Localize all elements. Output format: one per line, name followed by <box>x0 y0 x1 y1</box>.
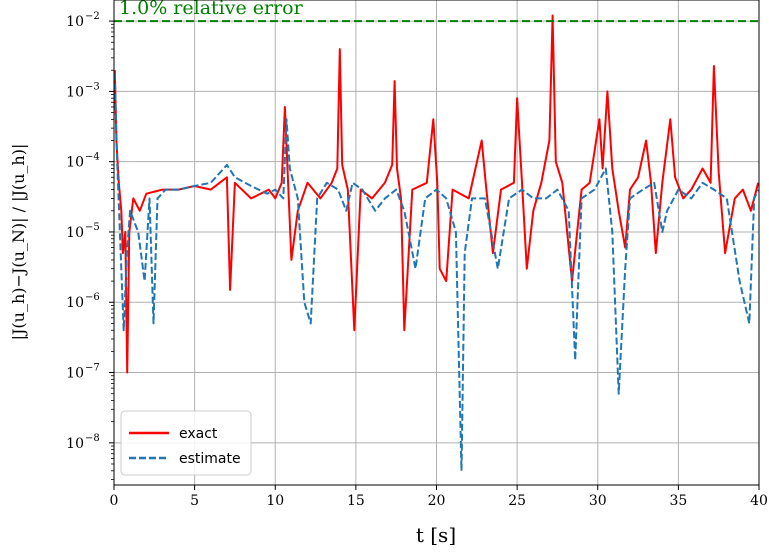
y-tick-label: 10 <box>66 295 84 311</box>
y-tick-exponent: −7 <box>85 363 100 374</box>
x-tick-label: 5 <box>190 493 199 509</box>
threshold-label: 1.0% relative error <box>119 0 304 19</box>
x-tick-label: 10 <box>266 493 284 509</box>
x-tick-label: 20 <box>428 493 446 509</box>
x-tick-label: 35 <box>669 493 687 509</box>
y-tick-label: 10 <box>66 84 84 100</box>
y-tick-label: 10 <box>66 155 84 171</box>
y-tick-exponent: −8 <box>85 433 100 444</box>
threshold-annotation: 1.0% relative error <box>114 0 759 23</box>
legend: exact estimate <box>120 410 252 476</box>
series-estimate-line <box>114 73 759 472</box>
y-tick-exponent: −4 <box>85 152 100 163</box>
y-axis-label: |J(u_h)−J(u_N)| / |J(u_h)| <box>9 144 28 341</box>
y-tick-exponent: −2 <box>85 11 100 22</box>
y-tick-exponent: −6 <box>85 292 100 303</box>
x-tick-label: 30 <box>589 493 607 509</box>
y-tick-label: 10 <box>66 436 84 452</box>
x-tick-label: 15 <box>347 493 365 509</box>
y-tick-label: 10 <box>66 225 84 241</box>
y-tick-exponent: −3 <box>85 81 100 92</box>
y-tick-exponent: −5 <box>85 222 100 233</box>
y-tick-label: 10 <box>66 366 84 382</box>
legend-label-estimate: estimate <box>179 451 241 467</box>
x-axis-label: t [s] <box>416 523 456 547</box>
x-tick-label: 25 <box>508 493 526 509</box>
legend-label-exact: exact <box>179 426 218 442</box>
y-tick-label: 10 <box>66 14 84 30</box>
axis-ticks: 0 5 10 15 20 25 30 35 4010−810−710−610−510−410−3… <box>66 11 768 509</box>
x-tick-label: 0 <box>110 493 119 509</box>
x-tick-label: 40 <box>750 493 768 509</box>
series-lines <box>114 14 759 472</box>
series-exact-line <box>114 14 759 374</box>
